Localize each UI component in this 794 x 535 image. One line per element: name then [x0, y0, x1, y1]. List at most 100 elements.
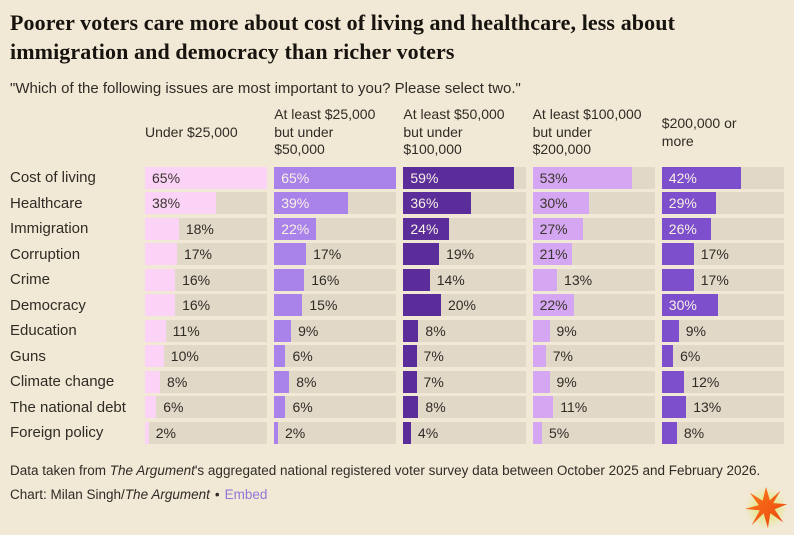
bar[interactable] — [661, 319, 679, 342]
bar[interactable] — [532, 243, 573, 265]
bar[interactable] — [274, 243, 307, 265]
bar-value-label: 5% — [548, 424, 570, 441]
bar-track: 6% — [145, 396, 268, 418]
bar-value-label: 6% — [292, 399, 313, 415]
bar-value-label: 7% — [423, 348, 444, 364]
bar-value-label: 7% — [552, 348, 573, 364]
bar-value-label: 6% — [163, 399, 184, 415]
bar-track: 15% — [274, 294, 397, 316]
bar[interactable] — [403, 370, 417, 393]
bar[interactable] — [145, 370, 161, 393]
chart-row: Democracy 16% 15% 20% 22% 30% — [10, 294, 784, 316]
bar[interactable] — [145, 192, 217, 214]
bar[interactable] — [274, 396, 286, 418]
bar-track: 26% — [661, 217, 784, 240]
bar[interactable] — [661, 192, 717, 214]
bar[interactable] — [532, 319, 550, 342]
bar[interactable] — [661, 166, 741, 189]
bar[interactable] — [145, 166, 268, 189]
source-text-suffix: 's aggregated national registered voter … — [194, 462, 761, 478]
bar[interactable] — [661, 217, 711, 240]
bar-track: 11% — [145, 319, 268, 342]
bar-value-label: 65% — [152, 169, 181, 186]
bar-track: 39% — [274, 192, 397, 214]
bar[interactable] — [532, 268, 558, 291]
chart-row: Immigration 18% 22% 24% 27% 26% — [10, 217, 784, 240]
chart-row: Climate change 8% 8% 7% 9% 12% — [10, 370, 784, 393]
bar[interactable] — [661, 370, 685, 393]
bar-value-label: 30% — [539, 195, 568, 211]
bar-track: 13% — [661, 396, 784, 418]
bar-value-label: 8% — [683, 424, 705, 441]
column-header: Under $25,000 — [145, 123, 238, 140]
bar-value-label: 11% — [560, 399, 588, 415]
bar[interactable] — [145, 268, 176, 291]
bar[interactable] — [403, 319, 419, 342]
bar[interactable] — [145, 217, 179, 240]
bar[interactable] — [403, 294, 441, 316]
bar[interactable] — [403, 396, 419, 418]
bar[interactable] — [532, 217, 584, 240]
bar-track: 7% — [403, 370, 526, 393]
bar-value-label: 16% — [182, 271, 211, 288]
bar[interactable] — [661, 421, 677, 444]
bar[interactable] — [661, 294, 719, 316]
bar[interactable] — [532, 345, 546, 367]
bar[interactable] — [403, 268, 430, 291]
bar[interactable] — [274, 166, 397, 189]
bar[interactable] — [274, 192, 348, 214]
bar[interactable] — [403, 243, 440, 265]
bar[interactable] — [403, 345, 417, 367]
bar[interactable] — [661, 268, 694, 291]
bar[interactable] — [532, 294, 574, 316]
bar[interactable] — [532, 396, 554, 418]
column-header: At least $100,000 but under $200,000 — [532, 106, 642, 158]
bar-value-label: 14% — [436, 271, 465, 288]
bar[interactable] — [274, 268, 305, 291]
bar[interactable] — [145, 243, 177, 265]
bar[interactable] — [403, 217, 449, 240]
bar[interactable] — [532, 192, 589, 214]
embed-link[interactable]: Embed — [224, 487, 268, 503]
bar[interactable] — [661, 396, 687, 418]
header-spacer — [10, 105, 138, 161]
bar[interactable] — [145, 294, 176, 316]
category-label: Immigration — [10, 220, 89, 237]
bar[interactable] — [145, 319, 166, 342]
chart-row: Corruption 17% 17% 19% 21% 17% — [10, 243, 784, 265]
bar[interactable] — [532, 166, 633, 189]
category-label: Corruption — [10, 245, 81, 263]
bar[interactable] — [274, 370, 290, 393]
bar[interactable] — [532, 421, 542, 444]
bar-value-label: 17% — [183, 246, 212, 262]
bar-value-label: 8% — [167, 373, 188, 390]
bar-track: 21% — [532, 243, 655, 265]
bar[interactable] — [274, 345, 286, 367]
bar[interactable] — [145, 421, 149, 444]
bar-track: 9% — [661, 319, 784, 342]
chart-row: Guns 10% 6% 7% 7% 6% — [10, 345, 784, 367]
bar[interactable] — [145, 345, 164, 367]
bar[interactable] — [403, 166, 515, 189]
bar-value-label: 2% — [155, 424, 176, 441]
bar[interactable] — [403, 192, 472, 214]
bar[interactable] — [145, 396, 157, 418]
bar[interactable] — [661, 345, 674, 367]
bar-value-label: 38% — [152, 195, 181, 211]
category-label: Guns — [10, 347, 46, 365]
bar-value-label: 65% — [281, 169, 310, 186]
bar[interactable] — [274, 319, 292, 342]
chart-rows: Cost of living 65% 65% 59% 53% 42% Healthcare 3… — [10, 166, 784, 444]
bar-track: 2% — [274, 421, 397, 444]
bar-value-label: 16% — [311, 271, 340, 288]
bar[interactable] — [532, 370, 550, 393]
bar-track: 10% — [145, 345, 268, 367]
bar[interactable] — [274, 421, 278, 444]
column-headers: Under $25,000 At least $25,000 but under … — [10, 105, 784, 161]
bar-value-label: 2% — [284, 424, 306, 441]
bar[interactable] — [274, 294, 303, 316]
bar[interactable] — [403, 421, 411, 444]
bar-track: 16% — [274, 268, 397, 291]
bar[interactable] — [661, 243, 694, 265]
bar[interactable] — [274, 217, 316, 240]
